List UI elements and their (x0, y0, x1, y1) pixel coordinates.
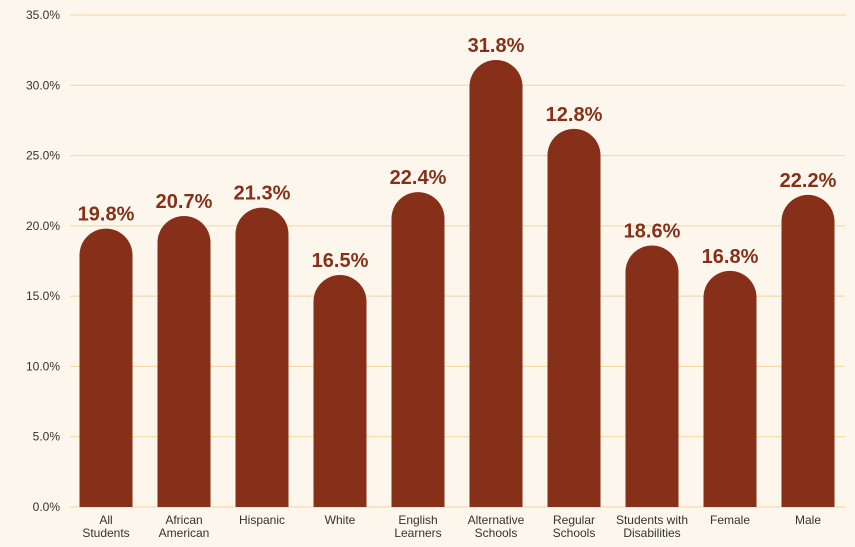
x-tick-label: Disabilities (623, 526, 680, 540)
data-label: 12.8% (546, 104, 603, 126)
y-tick-label: 30.0% (26, 78, 60, 92)
bar (157, 216, 211, 507)
x-tick-label: Alternative (468, 513, 525, 527)
data-label: 19.8% (78, 204, 135, 226)
data-label: 22.4% (390, 167, 447, 189)
bar (313, 275, 367, 507)
x-tick-label: Schools (553, 526, 596, 540)
data-label: 16.5% (312, 250, 369, 272)
bar (547, 128, 601, 507)
data-label: 21.3% (234, 183, 291, 205)
bar (625, 245, 679, 507)
x-tick-label: Female (710, 513, 750, 527)
x-tick-label: Schools (475, 526, 518, 540)
bar (703, 270, 757, 507)
x-tick-label: African (165, 513, 202, 527)
x-tick-label: American (159, 526, 210, 540)
x-tick-label: English (398, 513, 437, 527)
y-tick-label: 20.0% (26, 219, 60, 233)
x-tick-label: White (325, 513, 356, 527)
bar (79, 228, 133, 507)
bar (781, 194, 835, 507)
data-label: 16.8% (702, 246, 759, 268)
y-tick-label: 15.0% (26, 289, 60, 303)
x-tick-label: Hispanic (239, 513, 285, 527)
x-tick-label: Regular (553, 513, 595, 527)
x-tick-label: Male (795, 513, 821, 527)
data-label: 18.6% (624, 221, 681, 243)
data-label: 22.2% (780, 170, 837, 192)
y-tick-label: 10.0% (26, 359, 60, 373)
x-tick-label: Learners (394, 526, 441, 540)
bar (469, 59, 523, 508)
bar (391, 192, 445, 507)
bar (235, 207, 289, 507)
y-tick-label: 25.0% (26, 149, 60, 163)
y-tick-label: 0.0% (33, 500, 61, 514)
x-tick-label: All (99, 513, 112, 527)
y-tick-label: 5.0% (33, 430, 61, 444)
data-label: 31.8% (468, 35, 525, 57)
y-tick-label: 35.0% (26, 8, 60, 22)
data-label: 20.7% (156, 191, 213, 213)
x-tick-label: Students with (616, 513, 688, 527)
x-tick-label: Students (82, 526, 129, 540)
